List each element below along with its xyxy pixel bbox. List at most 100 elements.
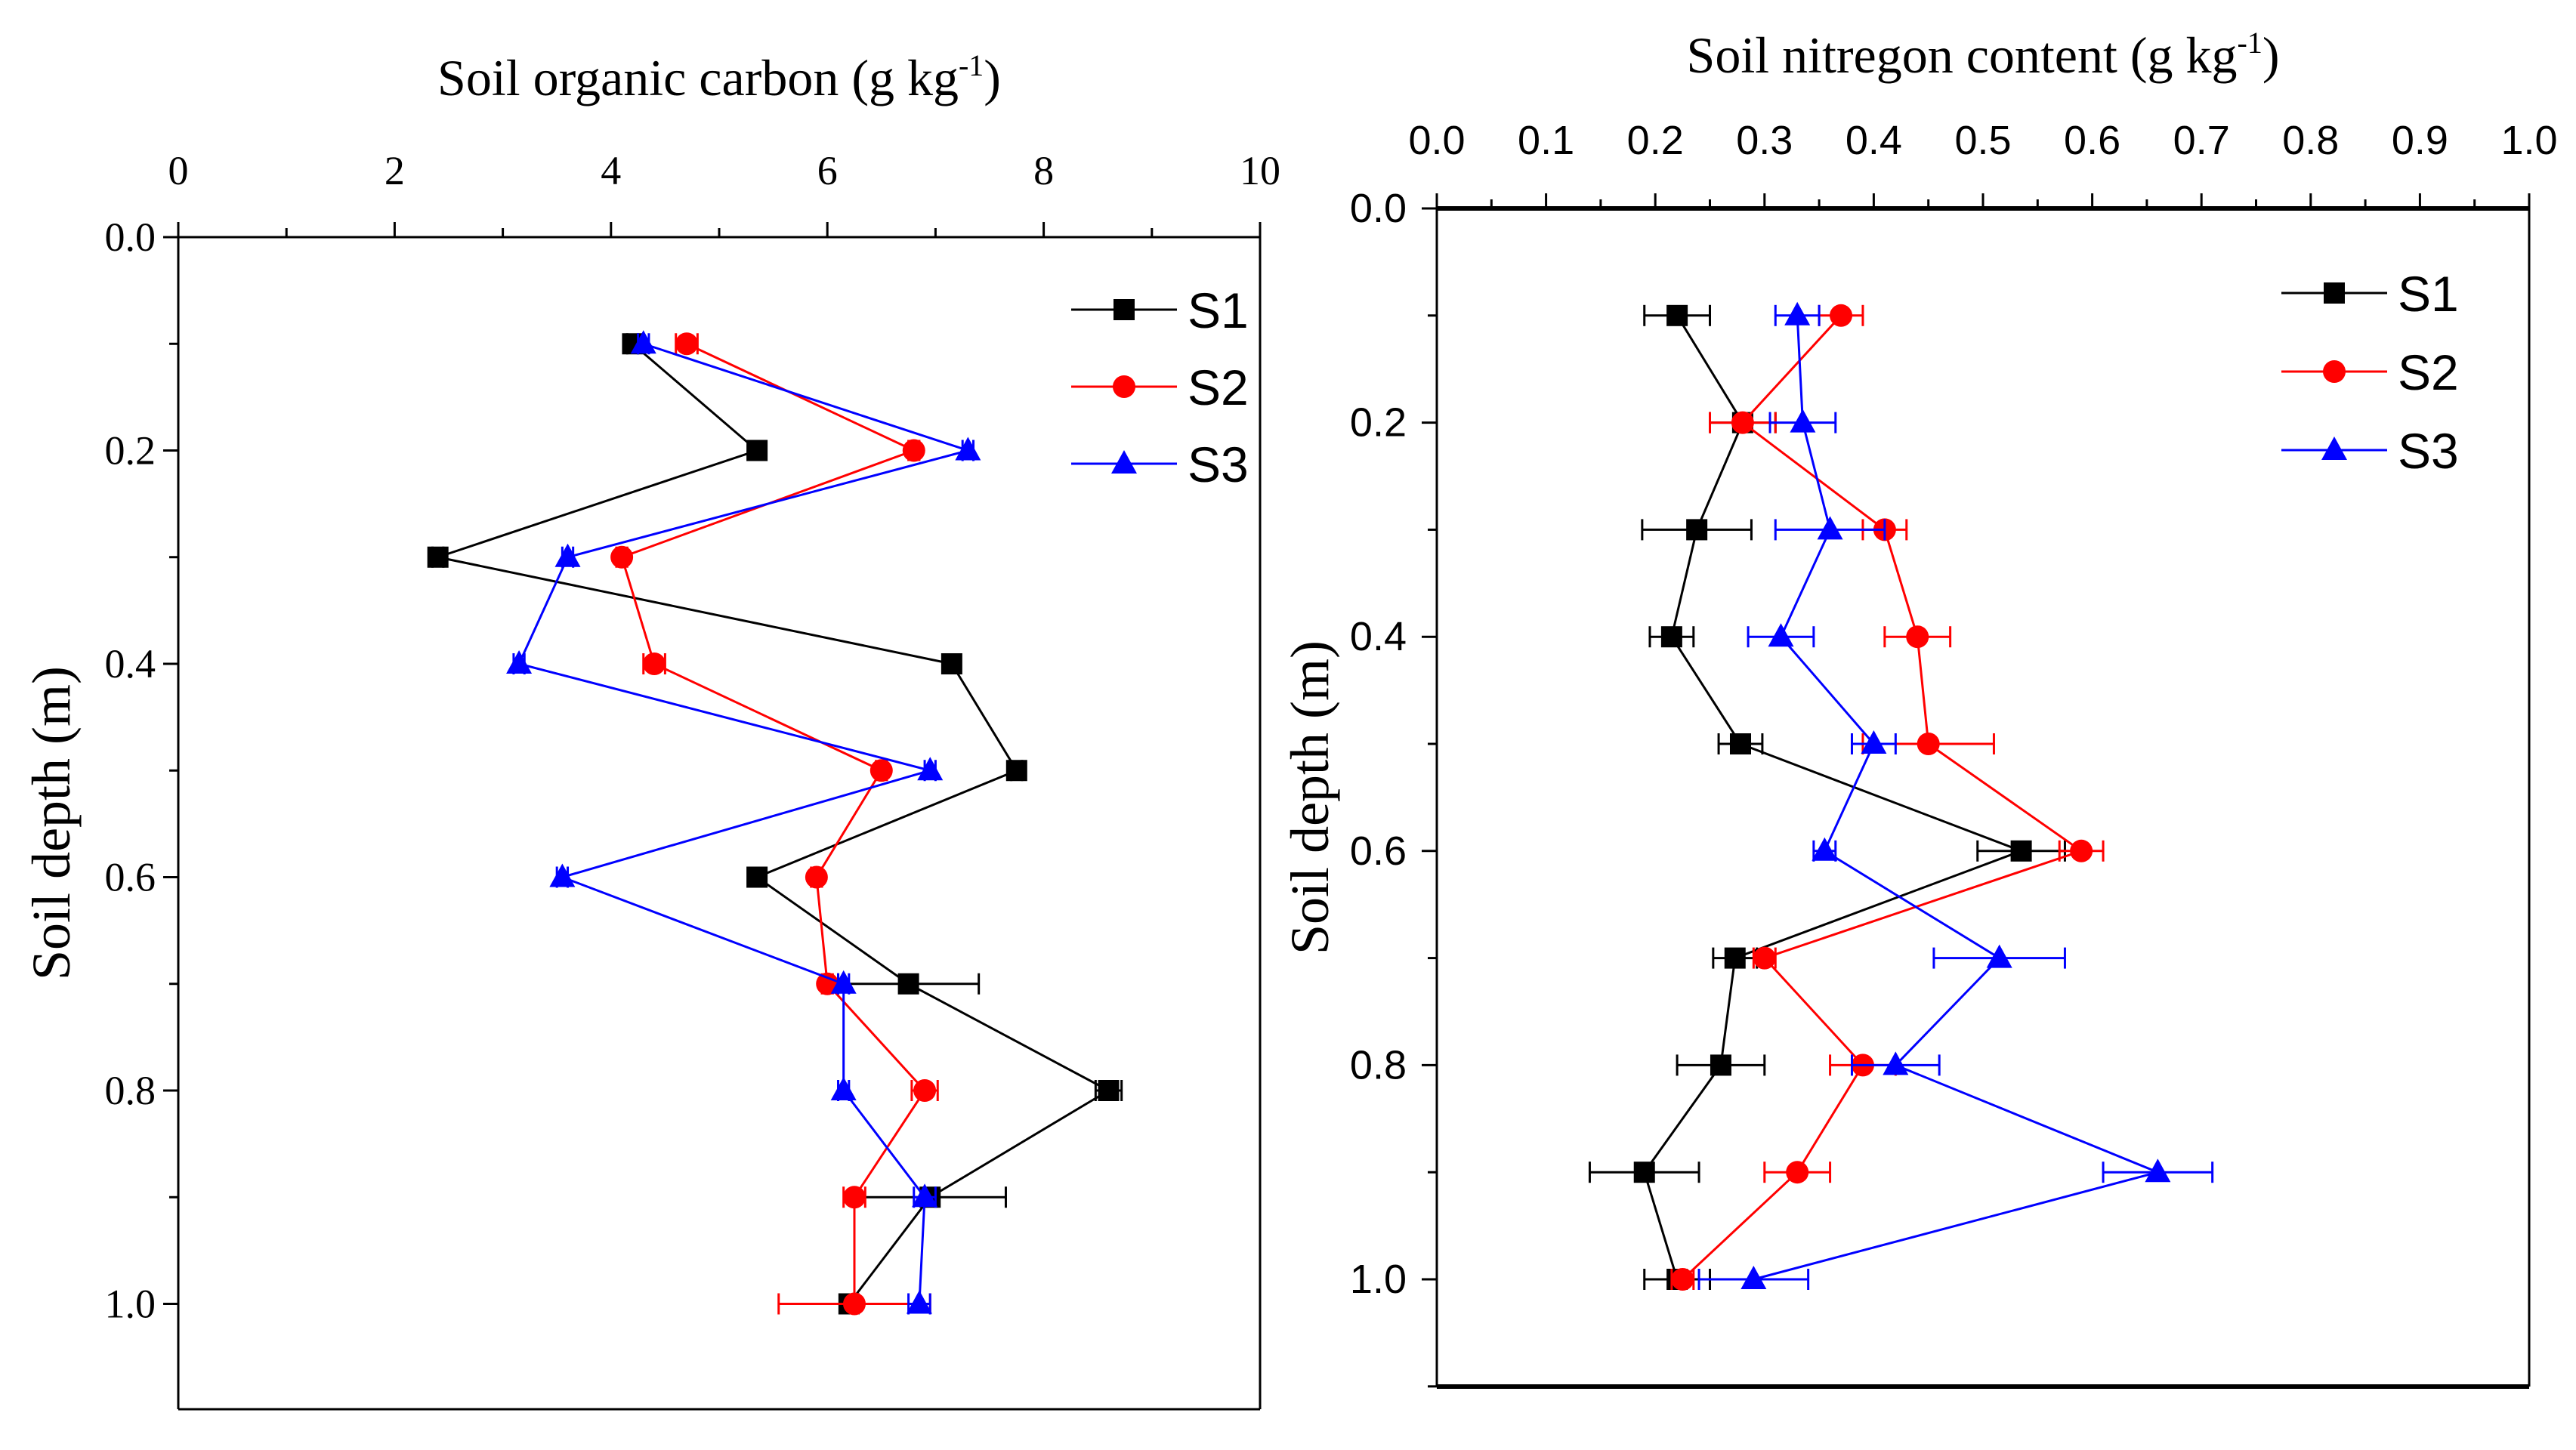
x-tick-label: 0.1	[1518, 118, 1574, 163]
series-line-s3	[1753, 315, 2162, 1281]
series-line-s1	[1643, 315, 2025, 1280]
series-s1	[427, 333, 1123, 1315]
data-point-s1	[1724, 947, 1746, 969]
data-point-s1	[1686, 519, 1708, 541]
data-point-s3	[1812, 837, 1838, 861]
x-tick-label: 1.0	[2500, 118, 2557, 163]
data-point-s2	[843, 1186, 866, 1209]
legend-label-s1: S1	[2398, 266, 2459, 322]
data-point-s1	[1666, 304, 1688, 326]
data-point-s3	[917, 757, 944, 781]
y-tick-label: 0.2	[105, 428, 156, 474]
y-tick-label: 0.4	[105, 641, 156, 686]
legend-marker-s3	[1111, 450, 1137, 474]
data-point-s3	[906, 1290, 932, 1314]
legend-label-s2: S2	[2398, 344, 2459, 400]
series-s2	[1670, 304, 2105, 1291]
y-tick-label: 1.0	[105, 1282, 156, 1327]
x-axis-title-superscript: -1	[959, 48, 984, 82]
x-tick-label: 8	[1033, 148, 1054, 193]
data-point-s3	[2145, 1158, 2171, 1183]
data-point-s3	[1740, 1266, 1767, 1289]
x-axis-title: Soil nitregon content (g kg-1)	[1687, 26, 2280, 84]
legend-marker-s1	[2324, 282, 2345, 304]
legend-marker-s2	[1113, 375, 1135, 398]
data-point-s2	[869, 759, 893, 782]
y-tick-label: 0.8	[105, 1068, 156, 1113]
legend-label-s2: S2	[1188, 359, 1249, 415]
data-point-s1	[1005, 760, 1027, 782]
data-point-s2	[902, 439, 925, 462]
x-axis-title-superscript: -1	[2238, 26, 2262, 60]
x-axis-title-close: )	[2262, 26, 2280, 84]
data-point-s3	[830, 970, 857, 994]
data-point-s3	[549, 863, 576, 887]
series-line-s1	[433, 343, 1111, 1305]
series-line-s2	[620, 342, 926, 1304]
data-point-s1	[2010, 840, 2032, 862]
data-point-s1	[1098, 1080, 1120, 1101]
x-tick-label: 10	[1240, 148, 1280, 193]
series-s3	[506, 330, 981, 1315]
data-point-s1	[427, 546, 449, 568]
data-point-s3	[830, 1077, 857, 1100]
y-axis-title: Soil depth (m)	[21, 666, 82, 980]
series-s3	[1697, 301, 2214, 1290]
data-point-s2	[610, 545, 634, 569]
x-axis-title-text: Soil nitregon content (g kg	[1687, 26, 2238, 84]
y-tick-label: 0.4	[1350, 614, 1407, 659]
data-point-s3	[1986, 944, 2012, 968]
legend-marker-s1	[1113, 299, 1135, 320]
x-tick-label: 0.6	[2064, 118, 2120, 163]
y-axis-title: Soil depth (m)	[1280, 640, 1340, 955]
legend-marker-s2	[2323, 360, 2346, 383]
data-point-s1	[897, 973, 919, 995]
data-point-s2	[1917, 733, 1940, 755]
x-axis-title: Soil organic carbon (g kg-1)	[437, 48, 1001, 106]
data-point-s2	[675, 332, 699, 356]
data-point-s2	[1753, 946, 1776, 970]
y-tick-label: 0.6	[105, 855, 156, 900]
legend-marker-s3	[2321, 437, 2347, 460]
x-tick-label: 0.3	[1736, 118, 1793, 163]
data-point-s2	[1671, 1268, 1694, 1291]
data-point-s3	[955, 437, 981, 461]
data-point-s2	[843, 1292, 866, 1316]
x-tick-label: 4	[601, 148, 621, 193]
data-point-s1	[1729, 733, 1751, 754]
data-point-s1	[746, 866, 768, 888]
x-tick-label: 0.4	[1846, 118, 1902, 163]
data-point-s2	[2070, 839, 2093, 862]
data-point-s1	[1660, 626, 1682, 648]
series-line-s3	[517, 342, 972, 1304]
soil-organic-carbon-chart: 0 2 4 6 8 10 0.0 0.2 0.4 0.6 0.8 1.0 Soil organic ca…	[21, 48, 1280, 1411]
x-axis-title-close: )	[984, 49, 1001, 106]
legend: S1 S2 S3	[2281, 266, 2459, 479]
data-point-s3	[1768, 623, 1794, 647]
x-tick-label: 0.0	[1408, 118, 1465, 163]
x-tick-label: 0.5	[1954, 118, 2011, 163]
legend-label-s3: S3	[2398, 423, 2459, 479]
legend-label-s1: S1	[1188, 282, 1249, 338]
data-point-s2	[805, 865, 828, 889]
data-point-s3	[1883, 1051, 1909, 1075]
series-s1	[1588, 304, 2066, 1290]
x-tick-label: 6	[817, 148, 838, 193]
x-tick-label: 0.7	[2173, 118, 2230, 163]
y-tick-label: 0.2	[1350, 400, 1407, 446]
x-axis-title-text: Soil organic carbon (g kg	[437, 49, 959, 106]
data-point-s2	[1731, 411, 1754, 434]
data-point-s2	[1906, 625, 1929, 649]
data-point-s3	[1784, 301, 1811, 325]
x-tick-label: 0.2	[1627, 118, 1684, 163]
data-point-s3	[1790, 409, 1816, 433]
data-point-s2	[643, 652, 666, 675]
y-tick-label: 0.8	[1350, 1042, 1407, 1088]
y-tick-label: 0.0	[105, 214, 156, 260]
data-point-s2	[1830, 304, 1853, 327]
legend: S1 S2 S3	[1071, 282, 1249, 492]
data-point-s3	[1861, 730, 1887, 754]
y-tick-label: 0.6	[1350, 828, 1407, 874]
data-point-s1	[746, 440, 768, 461]
